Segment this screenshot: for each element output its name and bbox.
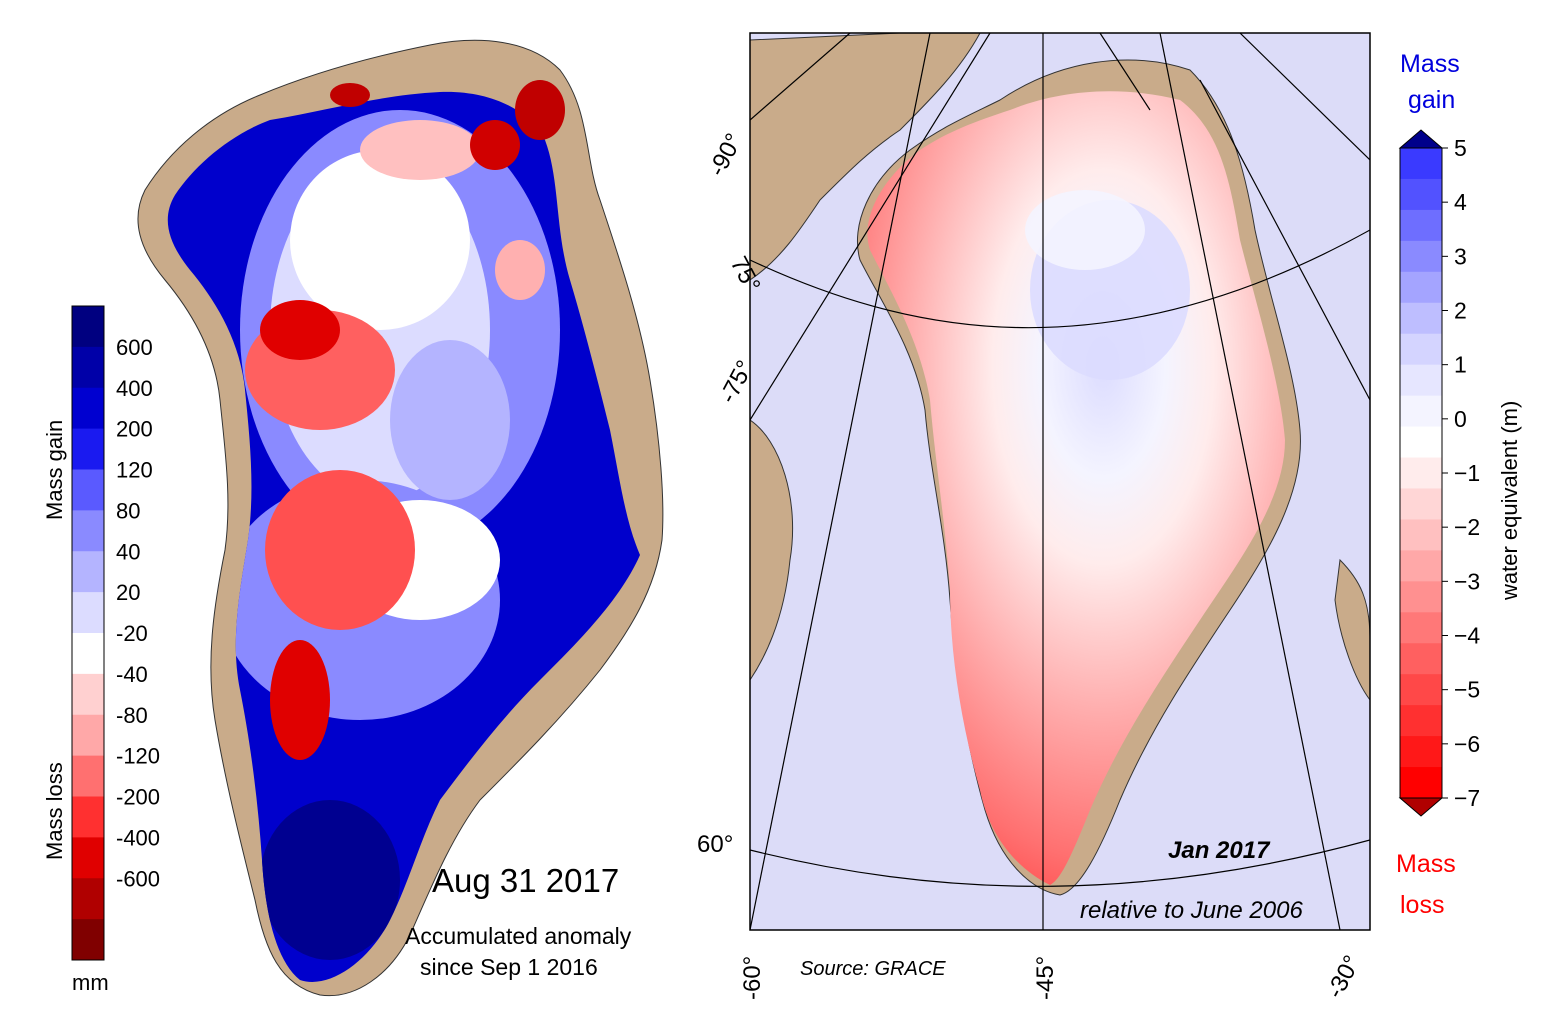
left-colorbar-tick-label: -20 <box>116 621 148 646</box>
left-map-date: Aug 31 2017 <box>432 862 619 899</box>
left-colorbar-tick-label: 400 <box>116 376 153 401</box>
right-colorbar-swatch <box>1400 705 1442 737</box>
greenland-land-right <box>856 59 1301 896</box>
right-colorbar-swatch <box>1400 333 1442 366</box>
right-colorbar-tick-label: 5 <box>1454 135 1467 161</box>
left-colorbar-swatch <box>72 387 104 430</box>
right-colorbar-top-arrow <box>1398 129 1444 149</box>
right-colorbar-axis-title: water equivalent (m) <box>1497 401 1522 601</box>
right-map-month: Jan 2017 <box>1168 837 1271 864</box>
left-mass-gain-label: Mass gain <box>42 420 67 520</box>
left-colorbar-tick-label: -600 <box>116 866 160 891</box>
right-colorbar-tick-label: −6 <box>1454 731 1480 757</box>
left-colorbar-tick-label: -40 <box>116 662 148 687</box>
left-colorbar-tick-label: 40 <box>116 539 140 564</box>
left-colorbar-swatch <box>72 346 104 389</box>
right-colorbar-tick-label: −3 <box>1454 568 1480 594</box>
left-colorbar-swatch <box>72 510 104 552</box>
left-colorbar-swatch <box>72 592 104 634</box>
left-colorbar-tick-label: 20 <box>116 580 140 605</box>
left-colorbar-tick-label: 600 <box>116 335 153 360</box>
left-colorbar-tick-label: 200 <box>116 417 153 442</box>
left-colorbar-tick-label: 80 <box>116 498 140 523</box>
right-colorbar-tick-label: 3 <box>1454 243 1467 269</box>
source-label: Source: GRACE <box>800 958 946 980</box>
right-colorbar-swatch <box>1400 240 1442 273</box>
left-colorbar-swatch <box>72 306 104 348</box>
right-colorbar-swatch <box>1400 612 1442 644</box>
left-colorbar-unit: mm <box>72 970 109 995</box>
left-colorbar-swatch <box>72 714 104 757</box>
right-colorbar-swatch <box>1400 178 1442 211</box>
coord-lon-45: -45° <box>1032 956 1059 1000</box>
right-colorbar-tick-label: 2 <box>1454 298 1467 324</box>
left-colorbar-swatch <box>72 878 104 920</box>
left-map-subtitle-1: Accumulated anomaly <box>405 923 632 949</box>
left-colorbar-swatch <box>72 551 104 593</box>
right-colorbar-swatch <box>1400 148 1442 180</box>
coord-lon-30: -30° <box>1321 951 1366 1003</box>
right-mass-loss-line1: Mass <box>1396 850 1456 878</box>
left-colorbar-swatch <box>72 796 104 838</box>
right-colorbar-swatch <box>1400 457 1442 489</box>
right-colorbar-swatch <box>1400 488 1442 520</box>
left-map: 600 400 200 120 80 40 20 -20 -40 -80 -120 -200 -400 -… <box>42 39 664 997</box>
left-colorbar <box>71 305 105 961</box>
left-colorbar-tick-label: -200 <box>116 785 160 810</box>
right-colorbar <box>1398 129 1448 817</box>
right-mass-gain-line2: gain <box>1408 86 1455 114</box>
right-colorbar-swatch <box>1400 364 1442 397</box>
left-colorbar-swatch <box>72 633 104 675</box>
right-colorbar-swatch <box>1400 674 1442 706</box>
right-colorbar-swatch <box>1400 426 1442 459</box>
left-colorbar-swatch <box>72 428 104 470</box>
left-colorbar-swatch <box>72 837 104 879</box>
right-colorbar-tick-label: 4 <box>1454 189 1467 215</box>
right-colorbar-tick-label: −5 <box>1454 677 1480 703</box>
right-colorbar-swatch <box>1400 767 1442 799</box>
right-colorbar-swatch <box>1400 209 1442 242</box>
right-colorbar-swatch <box>1400 302 1442 335</box>
right-colorbar-tick-label: 0 <box>1454 406 1467 432</box>
right-colorbar-swatch <box>1400 550 1442 582</box>
coord-lon-60: -60° <box>739 956 766 1000</box>
left-colorbar-tick-label: -120 <box>116 744 160 769</box>
left-colorbar-tick-label: 120 <box>116 458 153 483</box>
right-colorbar-swatch <box>1400 643 1442 675</box>
left-colorbar-tick-label: -400 <box>116 825 160 850</box>
left-colorbar-swatch <box>72 919 104 961</box>
left-map-subtitle-2: since Sep 1 2016 <box>420 954 598 980</box>
right-map-relative: relative to June 2006 <box>1080 897 1303 924</box>
right-colorbar-tick-label: −7 <box>1454 785 1480 811</box>
right-colorbar-swatch <box>1400 395 1442 428</box>
right-colorbar-swatch <box>1400 736 1442 768</box>
right-colorbar-swatch <box>1400 271 1442 304</box>
left-colorbar-swatch <box>72 469 104 511</box>
left-mass-loss-label: Mass loss <box>42 762 67 860</box>
right-mass-gain-line1: Mass <box>1400 50 1460 78</box>
right-colorbar-bottom-arrow <box>1398 797 1444 817</box>
right-colorbar-tick-label: −4 <box>1454 623 1480 649</box>
left-colorbar-tick-label: -80 <box>116 703 148 728</box>
left-colorbar-swatch <box>72 755 104 797</box>
right-colorbar-tick-label: −2 <box>1454 514 1480 540</box>
right-colorbar-tick-label: 1 <box>1454 352 1467 378</box>
right-colorbar-swatch <box>1400 519 1442 551</box>
left-colorbar-swatch <box>72 673 104 716</box>
right-colorbar-swatch <box>1400 581 1442 613</box>
right-colorbar-tick-label: −1 <box>1454 460 1480 486</box>
right-mass-loss-line2: loss <box>1400 891 1444 919</box>
